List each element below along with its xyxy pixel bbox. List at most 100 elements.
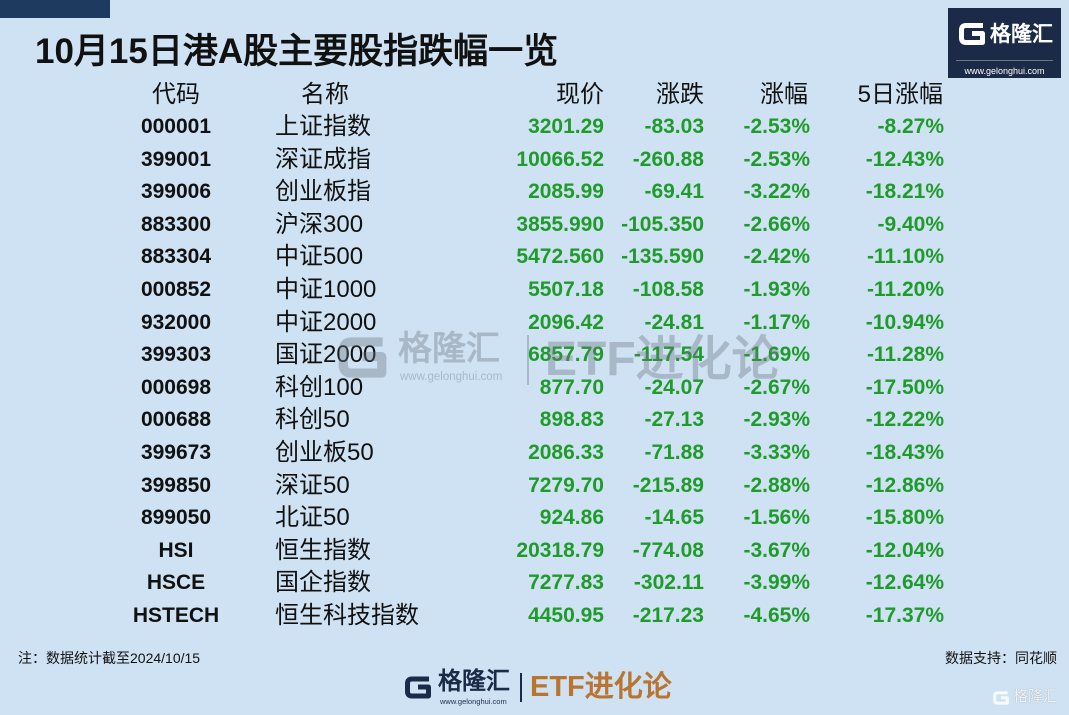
code-cell: HSI xyxy=(158,538,194,562)
five-day-pct-cell: -12.04% xyxy=(865,538,944,562)
price-cell: 7279.70 xyxy=(528,473,604,497)
five-day-pct-cell: -10.94% xyxy=(865,310,944,334)
change-cell: -71.88 xyxy=(644,440,704,464)
five-day-pct-cell: -17.50% xyxy=(865,375,944,399)
table-body: 000001 上证指数 3201.29 -83.03 -2.53% -8.27% 39900… xyxy=(0,111,1069,633)
price-cell: 5507.18 xyxy=(528,277,604,301)
price-cell: 5472.560 xyxy=(516,245,604,269)
code-cell: 399850 xyxy=(140,473,212,497)
table-row: 899050 北证50 924.86 -14.65 -1.56% -15.80% xyxy=(0,502,1069,535)
code-cell: 000852 xyxy=(140,277,212,301)
five-day-pct-cell: -11.28% xyxy=(866,343,944,367)
bottom-divider xyxy=(520,673,522,702)
divider xyxy=(956,60,1053,61)
name-cell: 中证2000 xyxy=(275,308,377,336)
change-pct-cell: -2.42% xyxy=(743,245,810,269)
corner-watermark-name: 格隆汇 xyxy=(1013,688,1059,705)
code-cell: 000698 xyxy=(140,375,212,399)
name-cell: 沪深300 xyxy=(275,210,364,238)
code-cell: 932000 xyxy=(140,310,212,334)
five-day-pct-cell: -12.64% xyxy=(865,571,944,595)
column-header-change-pct: 涨幅 xyxy=(760,81,808,108)
price-cell: 3855.990 xyxy=(516,212,604,236)
table-row: 883304 中证500 5472.560 -135.590 -2.42% -11.10% xyxy=(0,241,1069,274)
page-title: 10月15日港A股主要股指跌幅一览 xyxy=(35,32,559,71)
table-row: HSTECH 恒生科技指数 4450.95 -217.23 -4.65% -17.37% xyxy=(0,600,1069,633)
brand-logo-top: 格隆汇 www.gelonghui.com xyxy=(948,8,1061,78)
change-cell: -14.65 xyxy=(644,506,704,530)
name-cell: 上证指数 xyxy=(275,113,371,140)
name-cell: 中证500 xyxy=(275,243,364,271)
price-cell: 2096.42 xyxy=(528,310,604,334)
change-cell: -135.590 xyxy=(621,245,704,269)
name-cell: 国企指数 xyxy=(275,569,371,597)
bottom-brand-url: www.gelonghui.com xyxy=(440,697,507,706)
change-cell: -105.350 xyxy=(621,212,704,236)
data-source: 数据支持：同花顺 xyxy=(945,650,1057,666)
five-day-pct-cell: -11.20% xyxy=(866,277,944,301)
footnote: 注：数据统计截至2024/10/15 xyxy=(18,650,201,666)
five-day-pct-cell: -8.27% xyxy=(877,115,944,138)
change-pct-cell: -2.88% xyxy=(743,473,810,497)
brand-url: www.gelonghui.com xyxy=(964,66,1045,76)
g-logo-icon xyxy=(403,672,433,703)
code-cell: 399673 xyxy=(140,440,212,464)
code-cell: 399006 xyxy=(140,180,212,204)
change-pct-cell: -3.99% xyxy=(743,571,810,595)
five-day-pct-cell: -12.22% xyxy=(865,408,944,432)
code-cell: HSCE xyxy=(146,571,206,595)
five-day-pct-cell: -18.43% xyxy=(865,440,944,464)
price-cell: 4450.95 xyxy=(528,603,604,627)
five-day-pct-cell: -11.10% xyxy=(866,245,944,269)
price-cell: 7277.83 xyxy=(528,571,604,595)
code-cell: 000688 xyxy=(140,408,212,432)
code-cell: 883304 xyxy=(140,245,212,269)
table-row: 883300 沪深300 3855.990 -105.350 -2.66% -9.40% xyxy=(0,209,1069,242)
table-row: 932000 中证2000 2096.42 -24.81 -1.17% -10.94% xyxy=(0,307,1069,340)
price-cell: 924.86 xyxy=(539,506,604,530)
column-header-code: 代码 xyxy=(152,81,200,108)
five-day-pct-cell: -9.40% xyxy=(877,212,944,236)
code-cell: 399001 xyxy=(140,147,212,171)
code-cell: 883300 xyxy=(140,212,212,236)
name-cell: 科创50 xyxy=(275,406,350,434)
price-cell: 898.83 xyxy=(539,408,604,432)
change-pct-cell: -2.66% xyxy=(743,212,810,236)
code-cell: HSTECH xyxy=(132,603,220,627)
change-cell: -217.23 xyxy=(632,603,704,627)
name-cell: 创业板50 xyxy=(275,438,374,466)
change-pct-cell: -2.93% xyxy=(743,408,810,432)
five-day-pct-cell: -12.43% xyxy=(865,147,944,171)
price-cell: 10066.52 xyxy=(516,147,604,171)
change-pct-cell: -1.69% xyxy=(743,343,810,367)
table-row: 000688 科创50 898.83 -27.13 -2.93% -12.22% xyxy=(0,404,1069,437)
change-cell: -302.11 xyxy=(633,571,704,595)
column-header-change: 涨跌 xyxy=(656,81,704,108)
name-cell: 创业板指 xyxy=(275,178,371,206)
code-cell: 899050 xyxy=(140,506,212,530)
five-day-pct-cell: -12.86% xyxy=(865,473,944,497)
code-cell: 000001 xyxy=(140,115,212,138)
price-cell: 20318.79 xyxy=(516,538,604,562)
change-cell: -108.58 xyxy=(632,277,704,301)
change-pct-cell: -3.22% xyxy=(743,180,810,204)
table-header: 代码 名称 现价 涨跌 涨幅 5日涨幅 xyxy=(0,79,1069,111)
change-cell: -24.07 xyxy=(644,375,704,399)
name-cell: 恒生指数 xyxy=(275,536,371,564)
brand-name: 格隆汇 xyxy=(990,23,1053,46)
price-cell: 3201.29 xyxy=(528,115,604,138)
change-pct-cell: -3.33% xyxy=(743,440,810,464)
change-cell: -69.41 xyxy=(644,180,704,204)
change-pct-cell: -1.17% xyxy=(743,310,810,334)
column-header-five-day-pct: 5日涨幅 xyxy=(857,81,943,108)
change-cell: -27.13 xyxy=(644,408,704,432)
change-cell: -774.08 xyxy=(632,538,704,562)
change-pct-cell: -3.67% xyxy=(743,538,810,562)
five-day-pct-cell: -17.37% xyxy=(865,603,944,627)
name-cell: 深证成指 xyxy=(275,145,371,173)
price-cell: 6857.79 xyxy=(528,343,604,367)
price-cell: 2085.99 xyxy=(528,180,604,204)
change-pct-cell: -4.65% xyxy=(743,603,810,627)
table-row: 000698 科创100 877.70 -24.07 -2.67% -17.50% xyxy=(0,372,1069,405)
